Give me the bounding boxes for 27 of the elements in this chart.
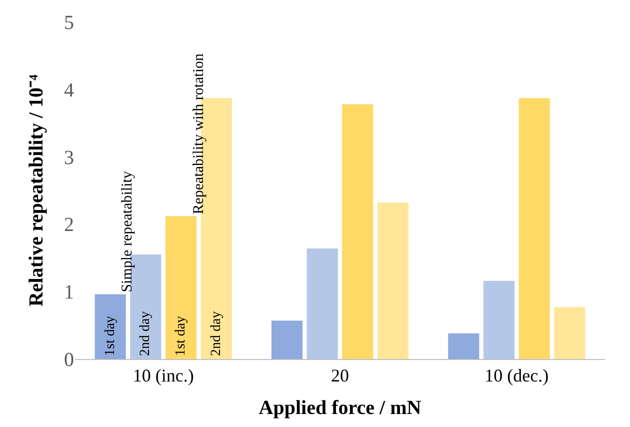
y-tick-label: 4 bbox=[64, 79, 74, 102]
series-label: 1st day bbox=[174, 316, 188, 356]
bar bbox=[94, 294, 126, 359]
series-label: 2nd day bbox=[138, 311, 154, 356]
bar bbox=[165, 216, 197, 359]
x-tick-label: 20 bbox=[331, 366, 349, 386]
series-label: 2nd day bbox=[208, 311, 224, 356]
x-tick-label: 10 (inc.) bbox=[132, 366, 194, 386]
bar bbox=[306, 248, 338, 359]
x-tick-label: 10 (dec.) bbox=[484, 366, 549, 386]
x-axis-title: Applied force / mN bbox=[258, 397, 422, 420]
bar bbox=[448, 333, 480, 359]
bar bbox=[271, 320, 303, 359]
y-tick-label: 2 bbox=[64, 214, 74, 236]
bar bbox=[518, 98, 550, 359]
bar bbox=[342, 104, 374, 359]
annotation: Simple repeatability bbox=[120, 170, 136, 292]
bar bbox=[483, 280, 515, 359]
bar bbox=[377, 202, 409, 359]
y-tick-label: 5 bbox=[64, 12, 74, 34]
bar bbox=[554, 307, 586, 359]
annotation: Repeatability with rotation bbox=[191, 52, 208, 214]
y-tick-label: 3 bbox=[64, 146, 74, 169]
y-tick-label: 0 bbox=[64, 349, 74, 371]
y-tick-label: 1 bbox=[64, 282, 74, 304]
series-label: 1st day bbox=[102, 316, 118, 356]
y-axis-title: Relative repeatability / 10⁻⁴ bbox=[26, 74, 48, 307]
